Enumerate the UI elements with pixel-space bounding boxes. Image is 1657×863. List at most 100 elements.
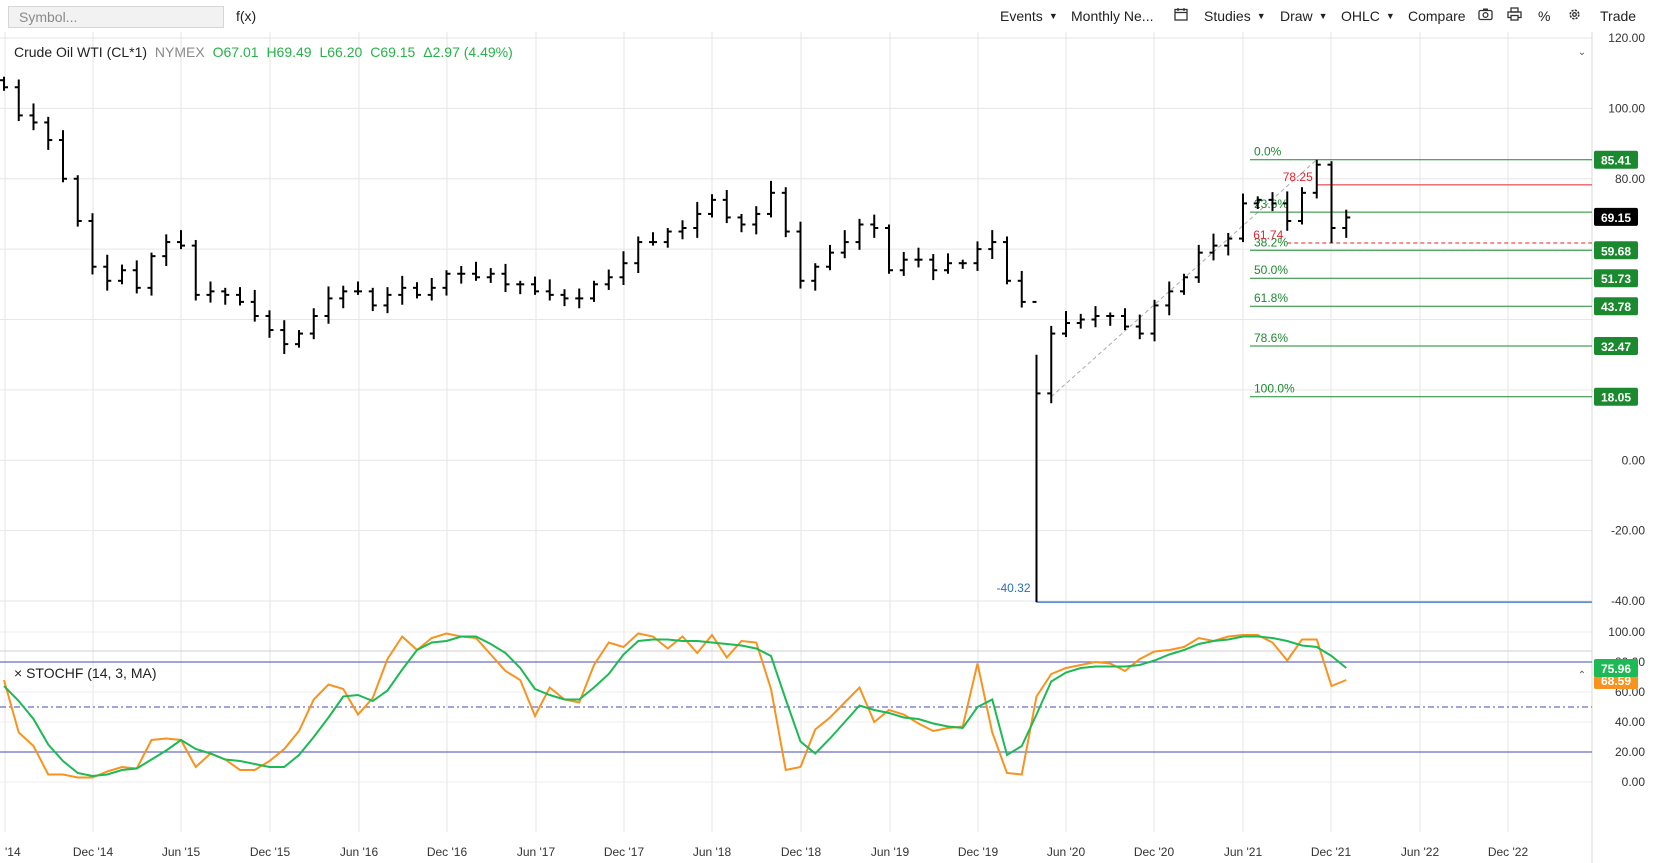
time-tick-label: Dec '21: [1311, 845, 1352, 859]
stochastic-value-badge: [1594, 659, 1638, 677]
time-tick-label: Dec '22: [1488, 845, 1529, 859]
fib-price-badge: [1594, 241, 1638, 260]
time-tick-label: Jun '20: [1047, 845, 1086, 859]
chevron-down-icon: ▼: [1048, 11, 1058, 21]
change-value: Δ2.97 (4.49%): [423, 44, 513, 60]
fib-level-label: 23.6%: [1254, 197, 1288, 211]
time-tick-label: Jun '22: [1401, 845, 1440, 859]
oscillator-tick-label: 20.00: [1615, 745, 1645, 759]
stochastic-value-label: 68.59: [1601, 674, 1631, 688]
time-axis: '14 Dec '14 Jun '15 Dec '15 Jun '16 Dec '16 Ju…: [5, 845, 1528, 859]
time-tick-label: Dec '16: [427, 845, 468, 859]
print-icon[interactable]: [1507, 7, 1522, 24]
fib-price-label: 32.47: [1601, 340, 1631, 354]
time-tick-label: Dec '15: [250, 845, 291, 859]
time-tick-label: Dec '17: [604, 845, 645, 859]
chevron-down-icon: ▼: [1256, 11, 1266, 21]
time-tick-label: Jun '19: [871, 845, 910, 859]
time-tick-label: Jun '18: [693, 845, 732, 859]
gear-icon[interactable]: [1567, 7, 1582, 25]
grid-lines: [0, 32, 1592, 832]
calendar-icon[interactable]: [1174, 7, 1188, 24]
fib-level-label: 50.0%: [1254, 263, 1288, 277]
period-menu[interactable]: Monthly Ne...: [1071, 8, 1153, 24]
camera-icon[interactable]: [1478, 7, 1493, 24]
price-labels: -40.32 85.41 59.68 51.73 43.78 32.47 18.05 69.1…: [996, 150, 1638, 689]
fib-level-label: 0.0%: [1254, 145, 1282, 159]
draw-label: Draw: [1280, 8, 1313, 24]
ohlc-series[interactable]: [0, 76, 1351, 603]
trade-button[interactable]: Trade: [1600, 8, 1637, 24]
collapse-chevron-icon[interactable]: ⌄: [1578, 47, 1586, 58]
price-tick-label: -40.00: [1611, 594, 1645, 608]
oscillator-tick-label: 40.00: [1615, 715, 1645, 729]
low-price-annotation: -40.32: [996, 581, 1030, 595]
chart-legend: Crude Oil WTI (CL*1) NYMEX O67.01 H69.49…: [14, 44, 513, 60]
fib-price-label: 59.68: [1601, 244, 1631, 258]
fib-price-badge: [1594, 387, 1638, 406]
close-value: C69.15: [370, 44, 415, 60]
last-price-badge: [1594, 207, 1638, 226]
exchange-name: NYMEX: [155, 44, 205, 60]
time-tick-label: '14: [5, 845, 21, 859]
fib-price-badge: [1594, 269, 1638, 288]
chart-area[interactable]: 0.0% 23.6% 38.2% 50.0% 61.8% 78.6% 100.0% 78.25…: [0, 32, 1657, 863]
studies-menu[interactable]: Studies ▼: [1204, 8, 1266, 24]
fib-price-label: 85.41: [1601, 154, 1631, 168]
fib-price-badge: [1594, 336, 1638, 355]
fib-price-badge: [1594, 150, 1638, 169]
price-tick-label: 0.00: [1622, 453, 1646, 467]
high-value: H69.49: [266, 44, 311, 60]
stochastic-bands: [0, 661, 1592, 753]
chevron-down-icon: ▼: [1318, 11, 1328, 21]
oscillator-tick-label: 0.00: [1622, 775, 1646, 789]
chart-style-label: OHLC: [1341, 8, 1380, 24]
instrument-name: Crude Oil WTI (CL*1): [14, 44, 147, 60]
fib-price-label: 18.05: [1601, 391, 1631, 405]
stochastic-line-pct-d: [3, 635, 1347, 778]
time-tick-label: Dec '18: [781, 845, 822, 859]
stochastic-series[interactable]: [3, 632, 1347, 779]
chart-style-menu[interactable]: OHLC ▼: [1341, 8, 1395, 24]
price-tick-label: 120.00: [1608, 32, 1645, 45]
time-tick-label: Jun '16: [340, 845, 379, 859]
period-label: Monthly Ne...: [1071, 8, 1154, 24]
fx-button[interactable]: f(x): [236, 8, 257, 24]
price-tick-label: 100.00: [1608, 101, 1645, 115]
fib-level-label: 38.2%: [1254, 235, 1288, 249]
price-axis: 120.00100.0080.000.00-20.00-40.00100.008…: [1608, 32, 1645, 789]
open-value: O67.01: [213, 44, 259, 60]
events-menu[interactable]: Events ▼: [1000, 8, 1058, 24]
stochastic-value-label: 75.96: [1601, 662, 1631, 676]
percent-button[interactable]: %: [1538, 8, 1551, 24]
fib-level-label: 61.8%: [1254, 291, 1288, 305]
studies-label: Studies: [1204, 8, 1251, 24]
expand-chevron-icon[interactable]: ⌃: [1578, 670, 1586, 681]
symbol-search-input[interactable]: [8, 6, 224, 28]
price-tick-label: -20.00: [1611, 524, 1645, 538]
compare-button[interactable]: Compare: [1408, 8, 1466, 24]
draw-menu[interactable]: Draw ▼: [1280, 8, 1328, 24]
low-value: L66.20: [319, 44, 362, 60]
chevron-down-icon: ▼: [1385, 11, 1395, 21]
fibonacci-retracement[interactable]: 0.0% 23.6% 38.2% 50.0% 61.8% 78.6% 100.0% 78.25…: [1036, 145, 1593, 603]
fib-level-label: 78.6%: [1254, 331, 1288, 345]
red-level-label: 78.25: [1283, 170, 1313, 184]
oscillator-tick-label: 100.00: [1608, 625, 1645, 639]
fib-price-badge: [1594, 297, 1638, 316]
events-label: Events: [1000, 8, 1043, 24]
fib-price-label: 43.78: [1601, 300, 1631, 314]
last-price-label: 69.15: [1601, 211, 1631, 225]
red-level-label: 61.74: [1253, 228, 1283, 242]
time-tick-label: Dec '14: [73, 845, 114, 859]
price-tick-label: 80.00: [1615, 172, 1645, 186]
time-tick-label: Jun '17: [517, 845, 556, 859]
fib-price-label: 51.73: [1601, 272, 1631, 286]
study-legend[interactable]: × STOCHF (14, 3, MA): [14, 665, 157, 681]
time-tick-label: Dec '19: [958, 845, 999, 859]
time-tick-label: Jun '21: [1224, 845, 1263, 859]
time-tick-label: Dec '20: [1134, 845, 1175, 859]
toolbar: f(x) Events ▼ Monthly Ne... Studies ▼ Draw…: [0, 0, 1657, 32]
time-tick-label: Jun '15: [162, 845, 201, 859]
fib-level-label: 100.0%: [1254, 382, 1295, 396]
